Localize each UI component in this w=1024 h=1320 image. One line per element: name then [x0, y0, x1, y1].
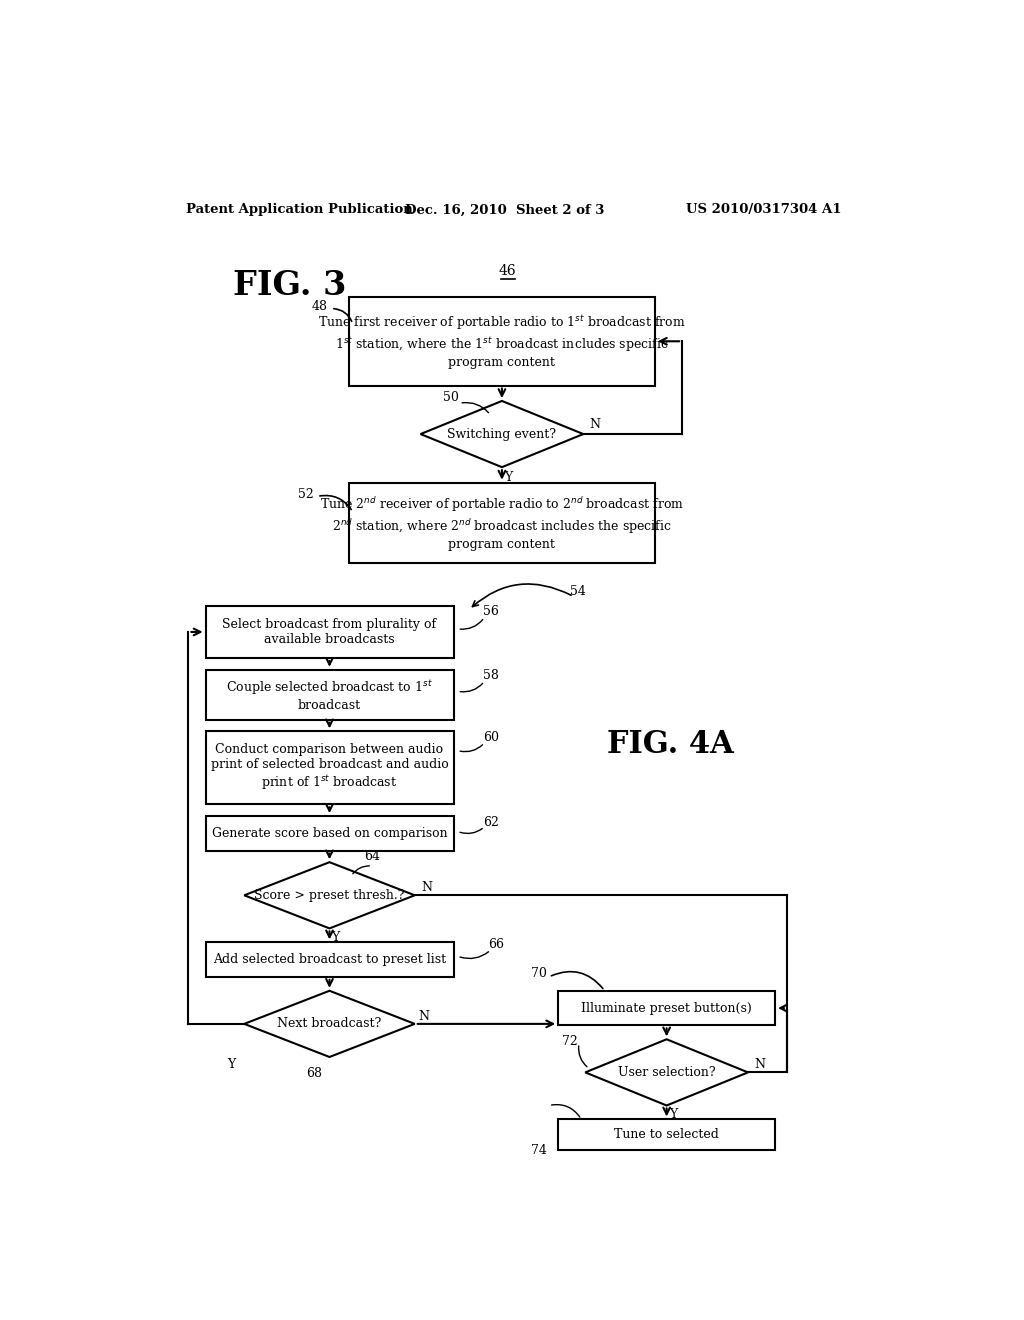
- Text: Next broadcast?: Next broadcast?: [278, 1018, 382, 1031]
- Text: US 2010/0317304 A1: US 2010/0317304 A1: [686, 203, 842, 216]
- Text: 50: 50: [443, 391, 460, 404]
- Text: User selection?: User selection?: [617, 1065, 716, 1078]
- Bar: [558, 991, 775, 1026]
- Text: 56: 56: [483, 606, 499, 619]
- Text: Couple selected broadcast to 1$^{st}$
broadcast: Couple selected broadcast to 1$^{st}$ br…: [226, 678, 433, 711]
- Text: 54: 54: [569, 585, 586, 598]
- Text: 52: 52: [298, 487, 314, 500]
- Text: 68: 68: [306, 1068, 322, 1081]
- Text: Y: Y: [669, 1109, 677, 1121]
- Text: Y: Y: [226, 1059, 234, 1072]
- Polygon shape: [245, 991, 415, 1057]
- Text: Y: Y: [332, 931, 340, 944]
- Text: 48: 48: [312, 300, 328, 313]
- Text: Add selected broadcast to preset list: Add selected broadcast to preset list: [213, 953, 446, 966]
- Text: 46: 46: [499, 264, 516, 277]
- Polygon shape: [245, 862, 415, 928]
- Text: N: N: [755, 1059, 765, 1072]
- Text: N: N: [419, 1010, 430, 1023]
- Text: Dec. 16, 2010  Sheet 2 of 3: Dec. 16, 2010 Sheet 2 of 3: [406, 203, 605, 216]
- Text: Switching event?: Switching event?: [447, 428, 556, 441]
- Text: Select broadcast from plurality of
available broadcasts: Select broadcast from plurality of avail…: [222, 618, 436, 645]
- Text: N: N: [421, 880, 432, 894]
- Text: 58: 58: [483, 669, 499, 682]
- Text: 62: 62: [483, 816, 499, 829]
- Text: Illuminate preset button(s): Illuminate preset button(s): [582, 1002, 752, 1015]
- Text: Y: Y: [504, 471, 512, 483]
- Text: Tune 2$^{nd}$ receiver of portable radio to 2$^{nd}$ broadcast from
2$^{nd}$ sta: Tune 2$^{nd}$ receiver of portable radio…: [319, 495, 684, 550]
- Text: 66: 66: [488, 939, 505, 952]
- Text: 60: 60: [483, 731, 499, 744]
- Bar: [558, 1119, 775, 1150]
- Text: Conduct comparison between audio
print of selected broadcast and audio
print of : Conduct comparison between audio print o…: [211, 743, 449, 792]
- Text: 70: 70: [530, 968, 547, 981]
- Text: Generate score based on comparison: Generate score based on comparison: [212, 826, 447, 840]
- Bar: [349, 483, 655, 564]
- Text: Tune to selected: Tune to selected: [614, 1129, 719, 1142]
- Bar: [206, 816, 454, 850]
- Polygon shape: [421, 401, 584, 467]
- Bar: [206, 606, 454, 659]
- Text: FIG. 3: FIG. 3: [232, 269, 346, 302]
- Text: Score > preset thresh.?: Score > preset thresh.?: [254, 888, 404, 902]
- Polygon shape: [586, 1039, 748, 1106]
- Bar: [206, 731, 454, 804]
- Text: 64: 64: [365, 850, 380, 862]
- Text: FIG. 4A: FIG. 4A: [607, 729, 734, 760]
- Bar: [349, 297, 655, 385]
- Text: 74: 74: [530, 1143, 547, 1156]
- Text: Tune first receiver of portable radio to 1$^{st}$ broadcast from
1$^{st}$ statio: Tune first receiver of portable radio to…: [318, 314, 686, 368]
- Text: 72: 72: [562, 1035, 578, 1048]
- Text: N: N: [590, 418, 600, 432]
- Bar: [206, 942, 454, 977]
- Text: Patent Application Publication: Patent Application Publication: [186, 203, 413, 216]
- Bar: [206, 669, 454, 719]
